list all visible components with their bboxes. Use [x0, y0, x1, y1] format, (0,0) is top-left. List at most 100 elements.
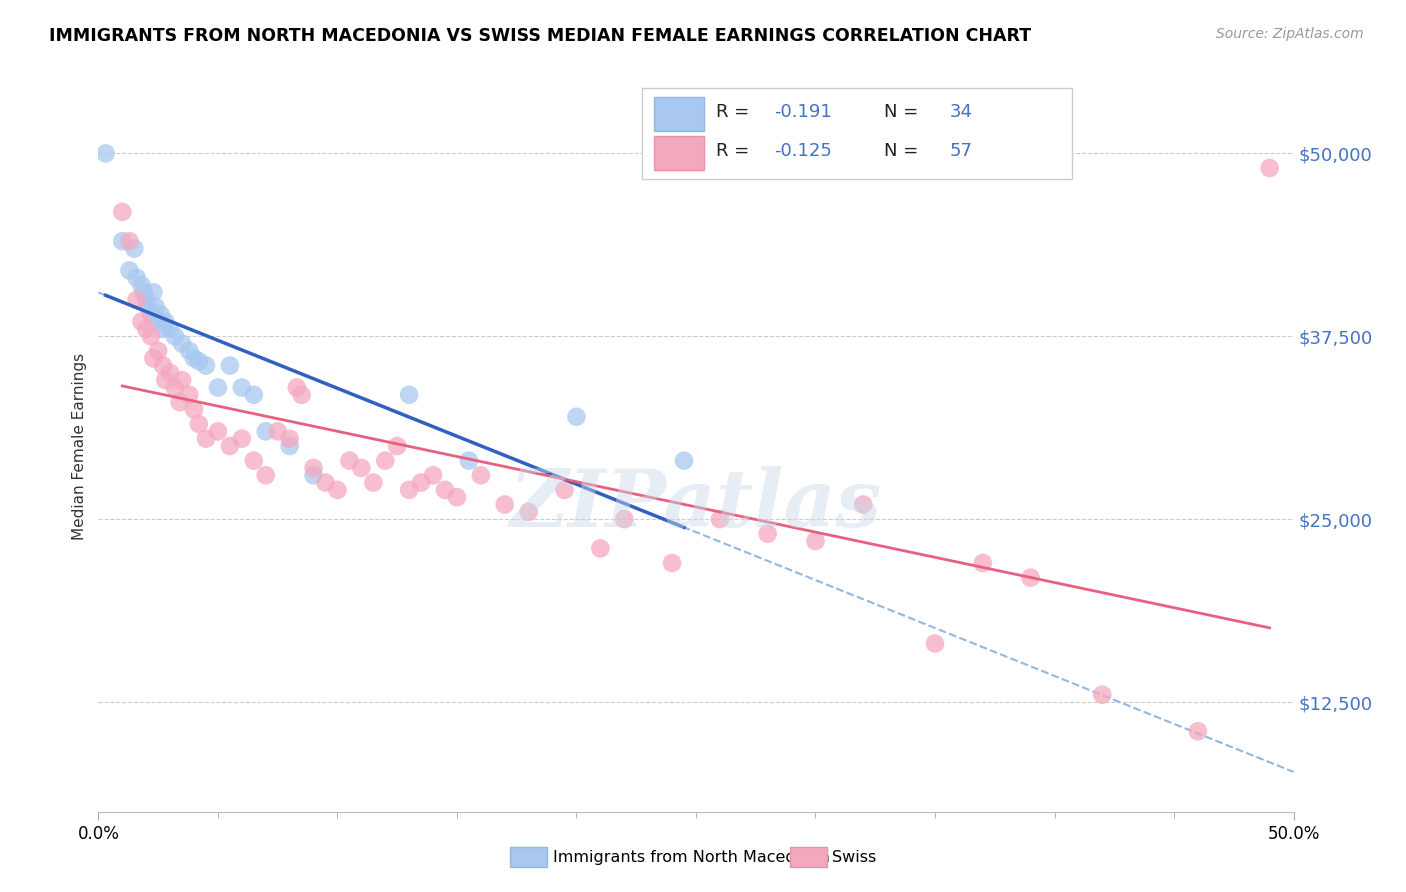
- Point: [118, 263, 141, 277]
- Point: [1258, 161, 1281, 175]
- Point: [613, 512, 636, 526]
- Text: 57: 57: [949, 142, 973, 161]
- Point: [302, 461, 325, 475]
- Point: [135, 293, 157, 307]
- Point: [159, 366, 181, 380]
- Point: [169, 395, 191, 409]
- Point: [924, 636, 946, 650]
- Point: [148, 343, 170, 358]
- Point: [148, 315, 170, 329]
- Point: [1187, 724, 1209, 739]
- Text: -0.191: -0.191: [773, 103, 831, 120]
- Point: [231, 432, 253, 446]
- Text: IMMIGRANTS FROM NORTH MACEDONIA VS SWISS MEDIAN FEMALE EARNINGS CORRELATION CHAR: IMMIGRANTS FROM NORTH MACEDONIA VS SWISS…: [49, 27, 1032, 45]
- Text: -0.125: -0.125: [773, 142, 831, 161]
- Text: R =: R =: [716, 103, 755, 120]
- Point: [374, 453, 396, 467]
- FancyBboxPatch shape: [643, 87, 1073, 179]
- Point: [278, 432, 301, 446]
- Point: [565, 409, 588, 424]
- Point: [434, 483, 457, 497]
- Point: [554, 483, 576, 497]
- Point: [446, 490, 468, 504]
- Point: [138, 300, 160, 314]
- Point: [285, 380, 308, 394]
- Point: [139, 329, 162, 343]
- Point: [589, 541, 612, 556]
- Point: [152, 322, 174, 336]
- FancyBboxPatch shape: [654, 136, 704, 169]
- Text: Source: ZipAtlas.com: Source: ZipAtlas.com: [1216, 27, 1364, 41]
- Point: [278, 439, 301, 453]
- Point: [254, 425, 277, 439]
- Point: [326, 483, 349, 497]
- Point: [179, 343, 201, 358]
- Point: [339, 453, 361, 467]
- Point: [254, 468, 277, 483]
- FancyBboxPatch shape: [510, 847, 547, 867]
- Point: [422, 468, 444, 483]
- Point: [972, 556, 994, 570]
- Text: 34: 34: [949, 103, 973, 120]
- Point: [94, 146, 117, 161]
- Point: [458, 453, 481, 467]
- Point: [183, 351, 205, 366]
- Point: [142, 351, 165, 366]
- Point: [350, 461, 373, 475]
- Point: [398, 483, 420, 497]
- Point: [195, 432, 218, 446]
- Point: [187, 354, 209, 368]
- Point: [494, 498, 516, 512]
- Point: [219, 359, 242, 373]
- Point: [163, 380, 186, 394]
- Point: [231, 380, 253, 394]
- Point: [243, 388, 266, 402]
- Point: [111, 205, 134, 219]
- Point: [183, 402, 205, 417]
- Point: [125, 293, 148, 307]
- Point: [145, 300, 167, 314]
- Point: [163, 329, 186, 343]
- Point: [125, 270, 148, 285]
- Point: [152, 359, 174, 373]
- Point: [243, 453, 266, 467]
- Point: [179, 388, 201, 402]
- Point: [291, 388, 314, 402]
- Point: [187, 417, 209, 431]
- Text: Immigrants from North Macedonia: Immigrants from North Macedonia: [553, 850, 830, 864]
- Point: [131, 278, 153, 293]
- Point: [267, 425, 290, 439]
- Point: [135, 322, 157, 336]
- FancyBboxPatch shape: [654, 97, 704, 131]
- Point: [363, 475, 385, 490]
- Point: [470, 468, 492, 483]
- Text: ZIPatlas: ZIPatlas: [510, 466, 882, 543]
- Point: [118, 234, 141, 248]
- Point: [155, 315, 177, 329]
- Point: [411, 475, 433, 490]
- Text: R =: R =: [716, 142, 755, 161]
- Point: [852, 498, 875, 512]
- Point: [517, 505, 540, 519]
- Point: [661, 556, 683, 570]
- Point: [142, 285, 165, 300]
- Point: [398, 388, 420, 402]
- Text: N =: N =: [883, 142, 924, 161]
- Point: [1019, 571, 1042, 585]
- Point: [673, 453, 696, 467]
- Point: [207, 425, 229, 439]
- Point: [139, 307, 162, 321]
- Point: [159, 322, 181, 336]
- Point: [315, 475, 337, 490]
- Point: [155, 373, 177, 387]
- Point: [804, 534, 827, 549]
- Text: Swiss: Swiss: [832, 850, 876, 864]
- Point: [149, 307, 172, 321]
- Point: [385, 439, 409, 453]
- Point: [132, 285, 155, 300]
- FancyBboxPatch shape: [790, 847, 827, 867]
- Point: [207, 380, 229, 394]
- Point: [195, 359, 218, 373]
- Point: [172, 336, 194, 351]
- Point: [302, 468, 325, 483]
